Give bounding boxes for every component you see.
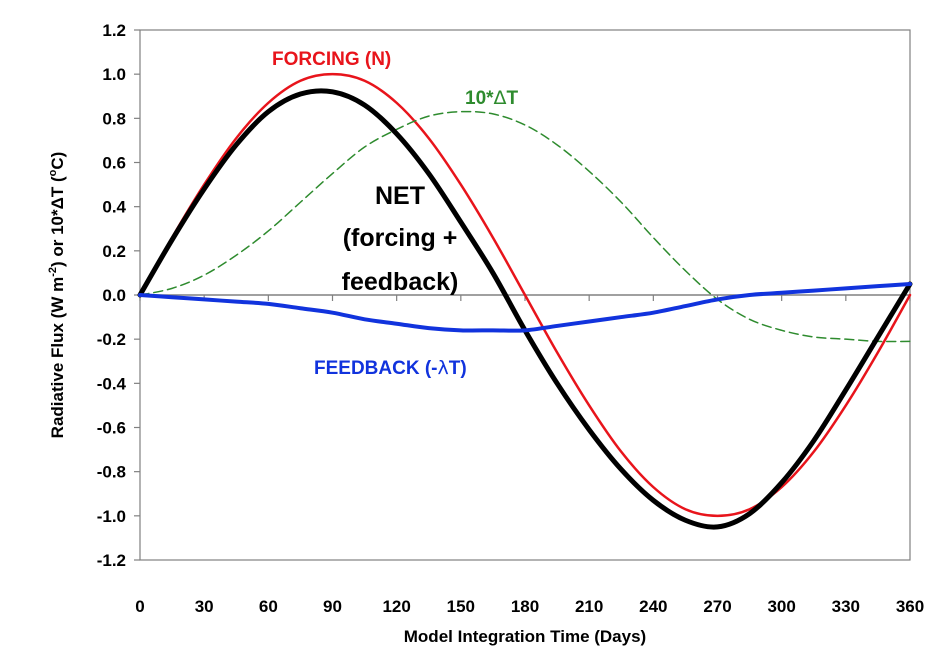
x-tick-label: 300: [767, 597, 795, 616]
series-layer: [137, 72, 913, 530]
net-label-line3: feedback): [342, 268, 459, 296]
x-tick-label: 210: [575, 597, 603, 616]
y-tick-label: 0.4: [102, 198, 126, 217]
x-axis-title: Model Integration Time (Days): [404, 627, 646, 646]
x-axis-ticks: [139, 295, 911, 301]
x-tick-label: 180: [511, 597, 539, 616]
net-label-line1: NET: [375, 182, 425, 210]
net-label-line2: (forcing +: [343, 224, 458, 252]
y-tick-label: 1.0: [102, 65, 126, 84]
y-tick-label: -0.4: [97, 374, 127, 393]
delta-t-label: 10*ΔT: [465, 87, 519, 109]
x-tick-label: 270: [703, 597, 731, 616]
x-tick-label: 90: [323, 597, 342, 616]
y-tick-label: -0.8: [97, 463, 126, 482]
y-axis-ticks: [134, 29, 140, 561]
y-tick-label: -0.6: [97, 419, 126, 438]
feedback-series-line: [138, 281, 912, 333]
x-axis-tick-labels: 0 30 60 90 120 150 180 210 240 270 300 330 360: [135, 597, 924, 616]
y-axis-tick-labels: -1.2 -1.0 -0.8 -0.6 -0.4 -0.2 0.0 0.2 0.4 0.6 0.8 1…: [97, 21, 127, 570]
x-tick-label: 120: [382, 597, 410, 616]
y-tick-label: -1.2: [97, 551, 126, 570]
delta-t-series-line: [139, 110, 911, 343]
y-tick-label: 0.6: [102, 154, 126, 173]
y-axis-title: Radiative Flux (W m-2) or 10*ΔT (oC): [47, 152, 67, 439]
forcing-series-line: [138, 72, 912, 518]
feedback-label: FEEDBACK (-λT): [314, 357, 467, 379]
x-tick-label: 330: [832, 597, 860, 616]
x-tick-label: 240: [639, 597, 667, 616]
x-tick-label: 60: [259, 597, 278, 616]
x-tick-label: 30: [195, 597, 214, 616]
y-tick-label: -1.0: [97, 507, 126, 526]
y-tick-label: 0.0: [102, 286, 126, 305]
y-tick-label: 0.2: [102, 242, 126, 261]
x-tick-label: 0: [135, 597, 144, 616]
forcing-label: FORCING (N): [272, 49, 391, 70]
net-series-line: [137, 88, 913, 530]
x-tick-label: 150: [447, 597, 475, 616]
y-tick-label: 1.2: [102, 21, 126, 40]
y-tick-label: -0.2: [97, 330, 126, 349]
y-tick-label: 0.8: [102, 109, 126, 128]
x-tick-label: 360: [896, 597, 924, 616]
